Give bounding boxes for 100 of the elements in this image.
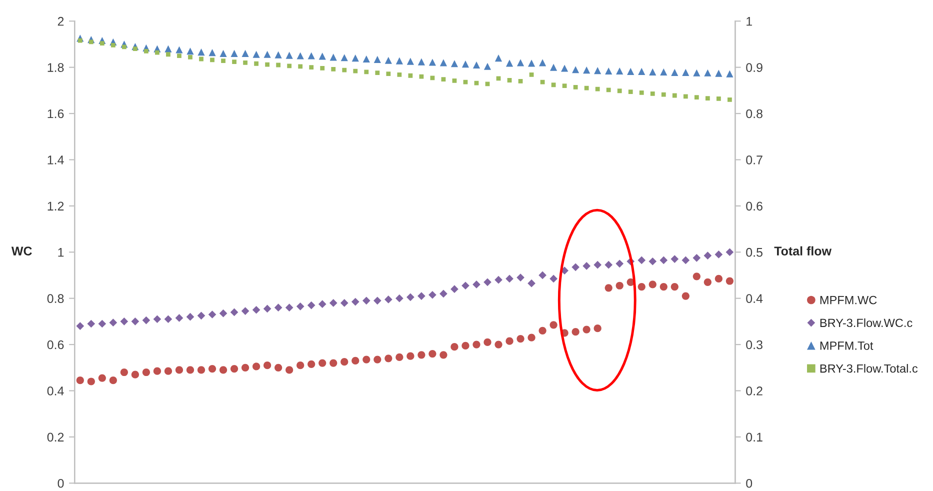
point [550, 274, 558, 283]
point [241, 307, 250, 315]
point [274, 304, 282, 312]
point [682, 256, 690, 264]
point [164, 315, 172, 324]
point [462, 60, 470, 68]
point [550, 64, 558, 71]
point [264, 362, 272, 370]
y-tick-label: 1.8 [48, 63, 64, 72]
point [110, 42, 116, 48]
point [714, 250, 723, 258]
point [384, 56, 392, 64]
y-tick-label: 0.6 [47, 340, 64, 350]
y-tick-label: 0.2 [47, 432, 64, 442]
point [252, 362, 260, 370]
point [583, 66, 590, 74]
point [452, 78, 457, 83]
point [450, 285, 458, 294]
point [693, 69, 700, 76]
point [155, 50, 160, 55]
y2-tick-label: 0.5 [746, 248, 762, 257]
point [252, 50, 260, 58]
y2-tick-label: 0.6 [746, 202, 762, 211]
point [616, 67, 624, 75]
point [232, 60, 236, 64]
point [153, 367, 162, 375]
point [353, 68, 358, 74]
point [594, 67, 602, 74]
point [144, 48, 148, 54]
point [352, 54, 359, 62]
point [373, 296, 382, 305]
y2-tick-label: 0.9 [746, 63, 762, 72]
legend-label: BRY-3.Flow.Total.c [820, 364, 918, 373]
point [628, 90, 633, 94]
point [208, 364, 216, 373]
point [177, 54, 182, 58]
point [528, 334, 536, 342]
point [440, 290, 448, 298]
point [572, 263, 580, 272]
point [164, 45, 172, 52]
point [199, 56, 204, 62]
point [550, 321, 558, 329]
point [518, 78, 523, 84]
point [263, 304, 272, 313]
point [670, 255, 679, 263]
point [286, 366, 294, 374]
y2-tick-label: 0.2 [746, 386, 762, 396]
point [331, 66, 336, 72]
point [715, 70, 722, 77]
point [329, 299, 338, 307]
point [78, 38, 82, 43]
y-tick-label: 1.2 [48, 202, 64, 210]
point [462, 282, 470, 290]
point [627, 68, 634, 76]
point [76, 322, 84, 330]
point [220, 50, 227, 57]
point [308, 360, 316, 368]
point [186, 312, 194, 321]
point [175, 314, 184, 322]
point [221, 58, 226, 64]
point [529, 72, 534, 77]
point [428, 58, 436, 66]
point [561, 64, 568, 72]
point [131, 318, 140, 326]
point [419, 74, 424, 79]
point [450, 60, 458, 68]
point [406, 352, 414, 360]
point [87, 378, 95, 386]
point [484, 278, 492, 286]
point [726, 248, 734, 256]
point [109, 318, 118, 327]
point [484, 338, 492, 346]
point [296, 302, 304, 310]
point [496, 76, 501, 81]
point [318, 52, 326, 60]
point [396, 57, 403, 64]
point [375, 70, 380, 76]
point [274, 51, 282, 58]
point [494, 276, 502, 284]
point [604, 260, 613, 269]
point [704, 278, 712, 286]
point [506, 274, 514, 283]
point [219, 309, 228, 318]
point [175, 366, 184, 374]
point [660, 282, 668, 291]
point [682, 292, 690, 300]
point [362, 356, 370, 364]
point [87, 320, 96, 328]
point [166, 52, 170, 57]
point [230, 364, 238, 373]
point [208, 310, 216, 318]
point [98, 320, 106, 328]
point [330, 54, 337, 61]
point [88, 40, 94, 44]
point [506, 337, 514, 345]
point [320, 66, 325, 70]
point [208, 48, 216, 56]
point [450, 343, 458, 351]
point [551, 82, 556, 88]
point [604, 284, 612, 292]
